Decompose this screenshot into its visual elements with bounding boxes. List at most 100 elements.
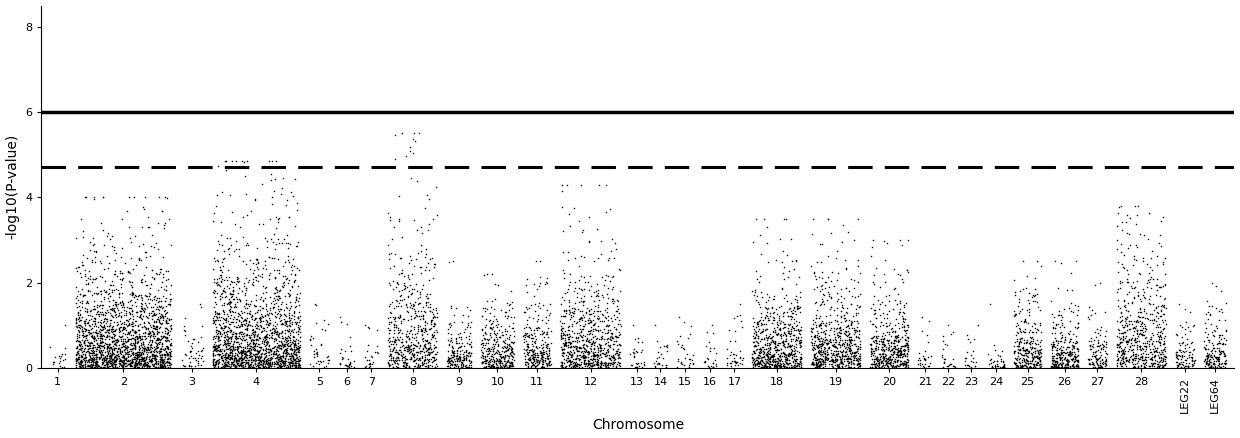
Point bbox=[138, 364, 157, 371]
Point bbox=[551, 363, 570, 370]
Point bbox=[149, 336, 169, 343]
Point bbox=[275, 341, 295, 348]
Point bbox=[1030, 339, 1050, 346]
Point bbox=[236, 345, 255, 352]
Point bbox=[872, 360, 892, 367]
Point bbox=[851, 360, 870, 367]
Point bbox=[568, 351, 588, 358]
Point bbox=[725, 338, 745, 345]
Point bbox=[241, 357, 260, 364]
Point bbox=[490, 363, 510, 370]
Point bbox=[87, 358, 107, 365]
Point bbox=[280, 330, 300, 337]
Point bbox=[835, 344, 854, 351]
Point bbox=[139, 344, 159, 351]
Point bbox=[93, 302, 113, 309]
Point bbox=[1178, 363, 1198, 370]
Point bbox=[141, 232, 161, 239]
Point bbox=[646, 358, 666, 365]
Point bbox=[453, 357, 472, 364]
Point bbox=[156, 334, 176, 341]
Point bbox=[422, 332, 441, 339]
Point bbox=[1066, 338, 1086, 345]
Point bbox=[1027, 364, 1047, 371]
Point bbox=[807, 363, 827, 370]
Point bbox=[73, 333, 93, 340]
Point bbox=[99, 336, 119, 343]
Point bbox=[872, 358, 892, 365]
Point bbox=[105, 256, 125, 263]
Point bbox=[815, 339, 835, 346]
Point bbox=[275, 355, 295, 362]
Point bbox=[1205, 347, 1225, 354]
Point bbox=[289, 360, 309, 367]
Point bbox=[148, 316, 167, 323]
Point bbox=[450, 353, 470, 360]
Point bbox=[155, 219, 175, 226]
Point bbox=[791, 360, 811, 367]
Point bbox=[1152, 348, 1172, 355]
Point bbox=[842, 342, 862, 349]
Point bbox=[776, 291, 796, 298]
Point bbox=[1089, 343, 1109, 350]
Point bbox=[223, 287, 243, 294]
Point bbox=[133, 343, 153, 350]
Point bbox=[1004, 349, 1024, 356]
Point bbox=[408, 338, 428, 345]
Point bbox=[1004, 311, 1024, 318]
Point bbox=[211, 266, 231, 273]
Point bbox=[104, 344, 124, 351]
Point bbox=[97, 332, 117, 339]
Point bbox=[626, 363, 646, 370]
Point bbox=[156, 316, 176, 323]
Point bbox=[574, 356, 594, 363]
Point bbox=[831, 360, 851, 367]
Point bbox=[477, 340, 497, 347]
Point bbox=[848, 309, 868, 316]
Point bbox=[129, 356, 149, 363]
Point bbox=[1153, 363, 1173, 370]
Point bbox=[1011, 363, 1030, 370]
Point bbox=[791, 324, 811, 331]
Point bbox=[129, 326, 149, 333]
Point bbox=[107, 250, 126, 257]
Point bbox=[236, 359, 255, 366]
Point bbox=[135, 361, 155, 368]
Point bbox=[283, 358, 303, 365]
Point bbox=[608, 303, 627, 310]
Point bbox=[790, 326, 810, 333]
Point bbox=[601, 333, 621, 340]
Point bbox=[255, 300, 275, 307]
Point bbox=[775, 324, 795, 331]
Point bbox=[280, 322, 300, 329]
Point bbox=[402, 334, 422, 341]
Point bbox=[554, 356, 574, 363]
Point bbox=[112, 358, 131, 365]
Point bbox=[150, 325, 170, 332]
Point bbox=[749, 355, 769, 362]
Point bbox=[1012, 306, 1032, 313]
Point bbox=[1004, 359, 1024, 366]
Point bbox=[786, 281, 806, 288]
Point bbox=[107, 299, 126, 306]
Point bbox=[253, 220, 273, 227]
Point bbox=[869, 364, 889, 371]
Point bbox=[124, 364, 144, 371]
Point bbox=[838, 364, 858, 371]
Point bbox=[1184, 359, 1204, 366]
Point bbox=[1123, 360, 1143, 367]
Point bbox=[484, 353, 503, 360]
Point bbox=[889, 337, 909, 344]
Point bbox=[123, 350, 143, 357]
Point bbox=[589, 297, 609, 304]
Point bbox=[277, 335, 296, 342]
Point bbox=[275, 345, 295, 352]
Point bbox=[227, 346, 247, 353]
Point bbox=[444, 311, 464, 318]
Point bbox=[872, 353, 892, 360]
Point bbox=[1205, 347, 1225, 354]
Point bbox=[1128, 292, 1148, 299]
Point bbox=[89, 363, 109, 370]
Point bbox=[410, 290, 430, 297]
Point bbox=[1117, 322, 1137, 329]
